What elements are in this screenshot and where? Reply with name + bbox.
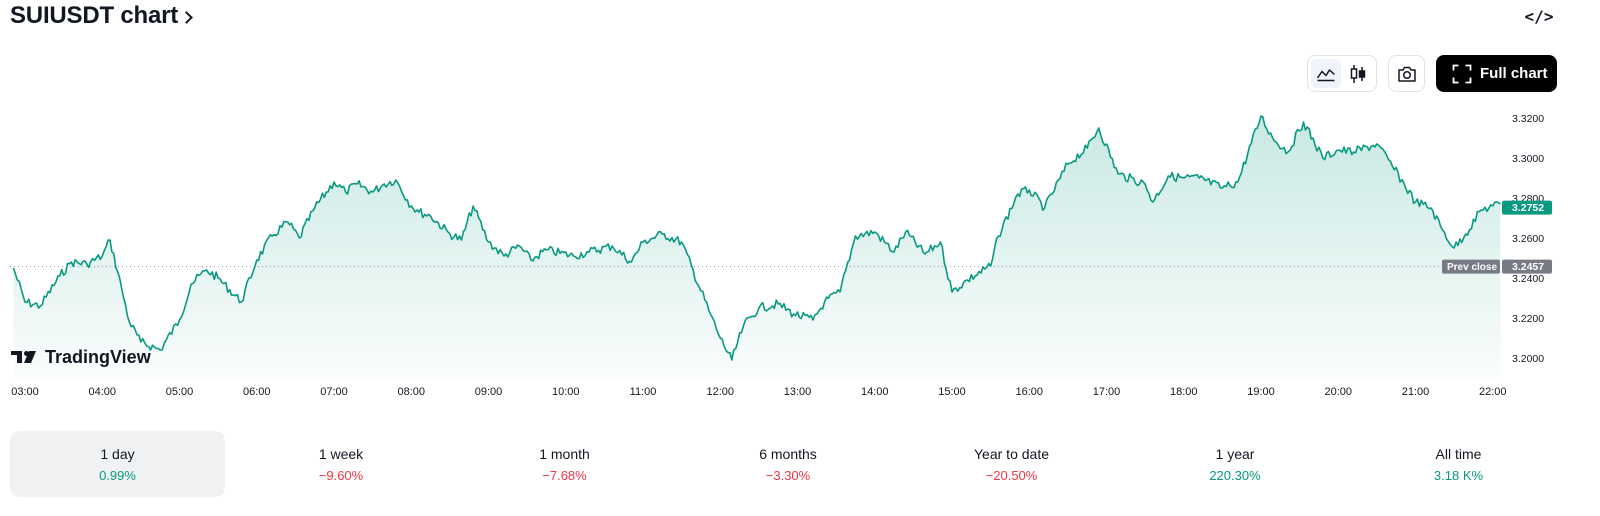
period-tab-6-months[interactable]: 6 months −3.30%: [681, 431, 896, 497]
period-label: 1 week: [318, 445, 364, 462]
price-series-line: [12, 115, 1501, 361]
period-change-value: −3.30%: [765, 467, 811, 483]
period-label: 6 months: [759, 445, 817, 462]
x-tick-label: 20:00: [1324, 386, 1352, 398]
period-tab-1-day[interactable]: 1 day 0.99%: [10, 431, 225, 497]
period-label: 1 month: [539, 445, 590, 462]
x-tick-label: 08:00: [397, 386, 425, 398]
x-tick-label: 03:00: [11, 386, 39, 398]
period-label: All time: [1435, 445, 1482, 462]
current-price-label: 3.2752: [1512, 202, 1544, 214]
current-price-tag: 3.2752: [1502, 200, 1552, 215]
candles-icon: [1350, 64, 1366, 83]
period-change-value: −7.68%: [542, 467, 587, 483]
chart-style-toggle: [1307, 55, 1377, 92]
x-tick-label: 09:00: [475, 386, 503, 398]
prev-close-tag: Prev close 3.2457: [1442, 259, 1552, 274]
period-tab-1-week[interactable]: 1 week −9.60%: [234, 431, 449, 497]
x-tick-label: 22:00: [1479, 386, 1507, 398]
period-tab-1-year[interactable]: 1 year 220.30%: [1128, 431, 1343, 497]
x-tick-label: 07:00: [320, 386, 348, 398]
x-tick-label: 05:00: [166, 386, 194, 398]
period-selector: 1 day 0.99% 1 week −9.60% 1 month −7.68% 6 mon…: [10, 431, 1566, 497]
period-change-value: 220.30%: [1209, 467, 1261, 483]
x-tick-label: 04:00: [88, 386, 116, 398]
period-label: 1 year: [1215, 445, 1255, 462]
x-tick-label: 15:00: [938, 386, 966, 398]
camera-icon: [1397, 66, 1416, 82]
tv-logo-slash-icon: [24, 351, 36, 363]
snapshot-button[interactable]: [1388, 55, 1425, 92]
candles-style-button[interactable]: [1343, 59, 1373, 88]
price-area-fill: [13, 116, 1501, 378]
x-tick-label: 18:00: [1170, 386, 1198, 398]
period-tab-year-to-date[interactable]: Year to date −20.50%: [904, 431, 1119, 497]
x-tick-label: 10:00: [552, 386, 580, 398]
area-style-button[interactable]: [1311, 59, 1341, 88]
x-tick-label: 19:00: [1247, 386, 1275, 398]
x-tick-label: 14:00: [861, 386, 889, 398]
y-tick-label: 3.2400: [1512, 273, 1544, 285]
y-tick-label: 3.2200: [1512, 313, 1544, 325]
prev-close-label: Prev close: [1447, 262, 1497, 273]
x-tick-label: 13:00: [784, 386, 812, 398]
x-tick-label: 16:00: [1015, 386, 1043, 398]
price-chart[interactable]: 3.20003.22003.24003.26003.28003.30003.32…: [0, 100, 1600, 405]
period-tab-1-month[interactable]: 1 month −7.68%: [457, 431, 672, 497]
period-label: Year to date: [974, 445, 1049, 462]
x-tick-label: 06:00: [243, 386, 271, 398]
chart-title: SUIUSDT chart: [10, 2, 179, 29]
x-tick-label: 11:00: [630, 386, 657, 398]
embed-code-icon[interactable]: </>: [1524, 6, 1554, 26]
area-chart-icon: [1316, 68, 1336, 81]
tv-logo-mark-icon: [11, 351, 22, 363]
period-label: 1 day: [100, 445, 135, 462]
period-change-value: 0.99%: [99, 467, 136, 483]
x-tick-label: 12:00: [706, 386, 734, 398]
prev-close-value-box: [1502, 259, 1552, 274]
full-chart-button[interactable]: Full chart: [1436, 55, 1557, 92]
y-tick-label: 3.2600: [1512, 233, 1544, 245]
fullscreen-icon: [1452, 64, 1472, 83]
prev-close-value: 3.2457: [1512, 261, 1544, 273]
current-price-box: [1502, 200, 1552, 215]
period-change-value: −9.60%: [318, 467, 364, 483]
period-change-value: 3.18 K%: [1433, 467, 1484, 483]
period-tab-all-time[interactable]: All time 3.18 K%: [1351, 431, 1566, 497]
full-chart-label: Full chart: [1480, 65, 1548, 82]
y-tick-label: 3.3000: [1512, 153, 1544, 165]
prev-close-label-box: [1442, 259, 1500, 274]
chart-title-link[interactable]: SUIUSDT chart: [10, 2, 193, 30]
period-change-value: −20.50%: [985, 467, 1038, 483]
y-tick-label: 3.3200: [1512, 113, 1544, 125]
y-tick-label: 3.2000: [1512, 353, 1544, 365]
y-axis: 3.20003.22003.24003.26003.28003.30003.32…: [1512, 113, 1544, 365]
x-axis: 03:00 04:00 05:00 06:00 07:00 08:00 09:00 10:00…: [11, 386, 1506, 398]
chevron-right-icon: [180, 11, 193, 24]
tradingview-logo: TradingView: [11, 347, 152, 367]
x-tick-label: 17:00: [1093, 386, 1121, 398]
tradingview-wordmark: TradingView: [45, 347, 152, 367]
x-tick-label: 21:00: [1402, 386, 1430, 398]
